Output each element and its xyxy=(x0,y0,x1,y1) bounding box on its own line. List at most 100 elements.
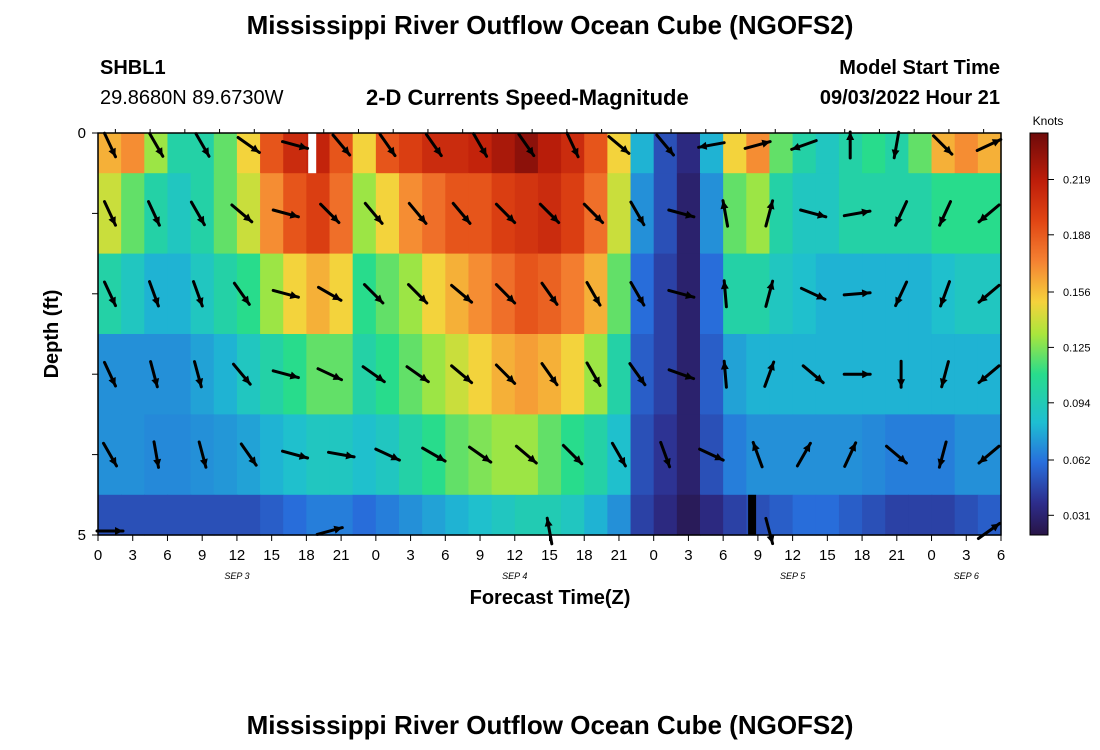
heatmap-cell xyxy=(190,173,215,255)
current-vector-arrow xyxy=(585,281,602,307)
heatmap-cell xyxy=(769,334,794,415)
current-vector-arrow xyxy=(405,365,430,384)
heatmap-cell xyxy=(213,133,238,174)
current-vector-arrow xyxy=(451,201,472,225)
current-vector-arrow xyxy=(236,136,261,154)
current-vector-arrow xyxy=(103,280,117,308)
heatmap-cell xyxy=(792,173,817,255)
heatmap-cell xyxy=(352,494,377,536)
x-tick-label: 21 xyxy=(333,547,350,564)
heatmap-cell xyxy=(352,173,377,255)
heatmap-cell xyxy=(329,253,354,335)
heatmap-cell xyxy=(792,334,817,415)
heatmap-cell xyxy=(584,334,608,415)
x-axis: 0 3 6 9 12 15 18 21 0 3 6 9 12 15 18 21 0 3 6 9 12 15 18 21 0 3 6 S… xyxy=(94,129,1005,581)
current-vector-arrow xyxy=(538,202,561,225)
current-vector-arrow xyxy=(103,200,117,227)
current-vector-arrow xyxy=(407,283,429,305)
heatmap-cell xyxy=(653,253,678,335)
heatmap-cell xyxy=(931,494,956,536)
heatmap-cell xyxy=(144,133,169,174)
current-vector-arrow xyxy=(363,283,385,305)
current-vector-arrow xyxy=(607,135,631,155)
station-id: SHBL1 xyxy=(100,57,166,79)
current-vector-arrow xyxy=(743,139,772,150)
current-vectors xyxy=(95,130,1003,546)
current-vector-arrow xyxy=(843,441,858,468)
heatmap-cell xyxy=(468,334,493,415)
x-tick-label: 0 xyxy=(927,547,935,564)
current-vector-arrow xyxy=(316,367,343,382)
x-tick-label: 18 xyxy=(298,547,315,564)
heatmap-cell xyxy=(746,133,771,174)
heatmap-cell xyxy=(561,494,585,536)
heatmap-cell xyxy=(399,494,423,536)
current-vector-arrow xyxy=(374,447,401,462)
heatmap-cell xyxy=(422,494,446,536)
heatmap-cell xyxy=(815,334,840,415)
heatmap-cell xyxy=(862,494,886,536)
current-vector-arrow xyxy=(763,360,776,388)
heatmap-cell xyxy=(630,253,655,335)
current-vector-arrow xyxy=(939,360,950,389)
x-tick-label: 6 xyxy=(719,547,727,564)
heatmap-cell xyxy=(375,173,400,255)
heatmap-cell xyxy=(700,173,724,255)
current-vector-arrow xyxy=(561,443,584,466)
heatmap-cell xyxy=(352,414,377,496)
heatmap-cell xyxy=(885,253,909,335)
current-vector-arrow xyxy=(327,450,356,460)
heatmap-cell xyxy=(399,334,423,415)
heatmap-cell xyxy=(468,173,493,255)
heatmap-cell xyxy=(514,334,539,415)
heatmap-cell xyxy=(167,253,192,335)
current-vector-arrow xyxy=(317,285,343,302)
heatmap-cell xyxy=(607,494,632,536)
heatmap-cell xyxy=(306,494,331,536)
heatmap-cell xyxy=(306,173,331,255)
current-vector-arrow xyxy=(897,359,906,389)
x-tick-label: 6 xyxy=(997,547,1005,564)
heatmap-cell xyxy=(977,133,1002,174)
heatmap-cell xyxy=(931,133,956,174)
heatmap-cell xyxy=(607,334,632,415)
current-vector-arrow xyxy=(103,360,117,388)
missing-data-markers xyxy=(308,133,757,535)
heatmap-cell xyxy=(630,133,655,174)
heatmap-cell xyxy=(121,253,145,335)
heatmap-cell xyxy=(422,253,446,335)
heatmap-cell xyxy=(723,494,747,536)
heatmap-cell xyxy=(306,414,331,496)
heatmap-cell xyxy=(607,253,632,335)
heatmap-cell xyxy=(236,253,261,335)
current-vector-arrow xyxy=(565,131,580,159)
heatmap-cell xyxy=(931,334,956,415)
current-vector-arrow xyxy=(842,370,872,379)
colorbar-unit: Knots xyxy=(1033,114,1064,128)
heatmap-cell xyxy=(260,173,284,255)
heatmap-cell xyxy=(792,494,817,536)
heatmap-cell xyxy=(375,334,400,415)
colorbar: Knots 0.219 0.188 0.156 0.125 0.094 0.062 0.03… xyxy=(1029,114,1091,536)
station-coords: 29.8680N 89.6730W xyxy=(100,87,284,109)
heatmap-cell xyxy=(676,133,701,174)
heatmap-cell xyxy=(630,334,655,415)
x-tick-label: 3 xyxy=(684,547,692,564)
heatmap-cell xyxy=(653,334,678,415)
current-vector-arrow xyxy=(764,279,775,308)
date-label: SEP 5 xyxy=(780,571,806,581)
heatmap-cell xyxy=(561,334,585,415)
heatmap-cell xyxy=(537,133,562,174)
current-vector-arrow xyxy=(494,202,517,225)
current-vector-arrow xyxy=(271,288,300,299)
current-vector-arrow xyxy=(795,441,812,468)
heatmap-cell xyxy=(537,414,562,496)
heatmap-cell xyxy=(167,414,192,496)
current-vector-arrow xyxy=(152,440,162,469)
current-vector-arrow xyxy=(424,132,443,158)
heatmap-cell xyxy=(167,334,192,415)
x-tick-label: 15 xyxy=(819,547,836,564)
current-vector-arrow xyxy=(472,132,489,158)
date-label: SEP 3 xyxy=(224,571,249,581)
heatmap-cell xyxy=(375,133,400,174)
